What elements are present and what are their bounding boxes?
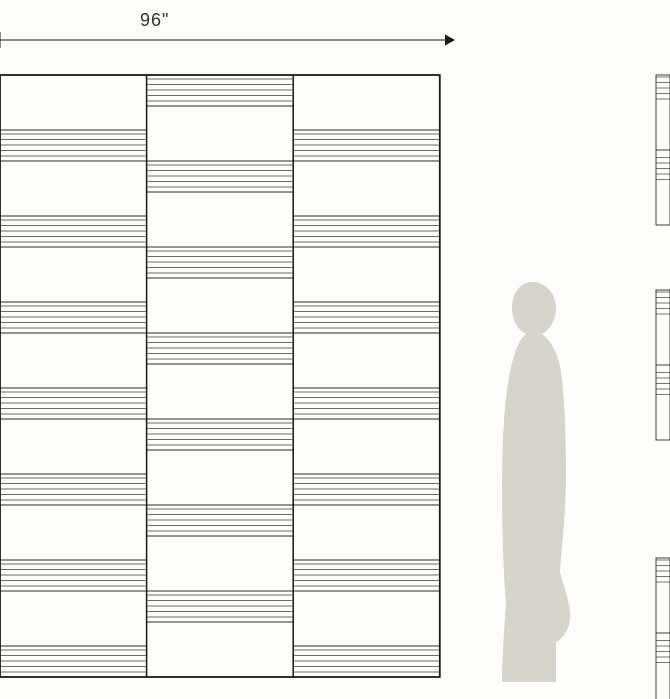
side-panel-2 (656, 558, 670, 699)
diagram-stage: 96" (0, 0, 670, 699)
width-dimension-label: 96" (140, 10, 169, 31)
dimension-arrow-right (445, 35, 455, 46)
scale-figure (502, 282, 570, 682)
diagram-svg (0, 0, 670, 699)
shelving-unit (0, 75, 440, 677)
side-panel-0 (656, 75, 670, 225)
side-panel-1 (656, 290, 670, 440)
